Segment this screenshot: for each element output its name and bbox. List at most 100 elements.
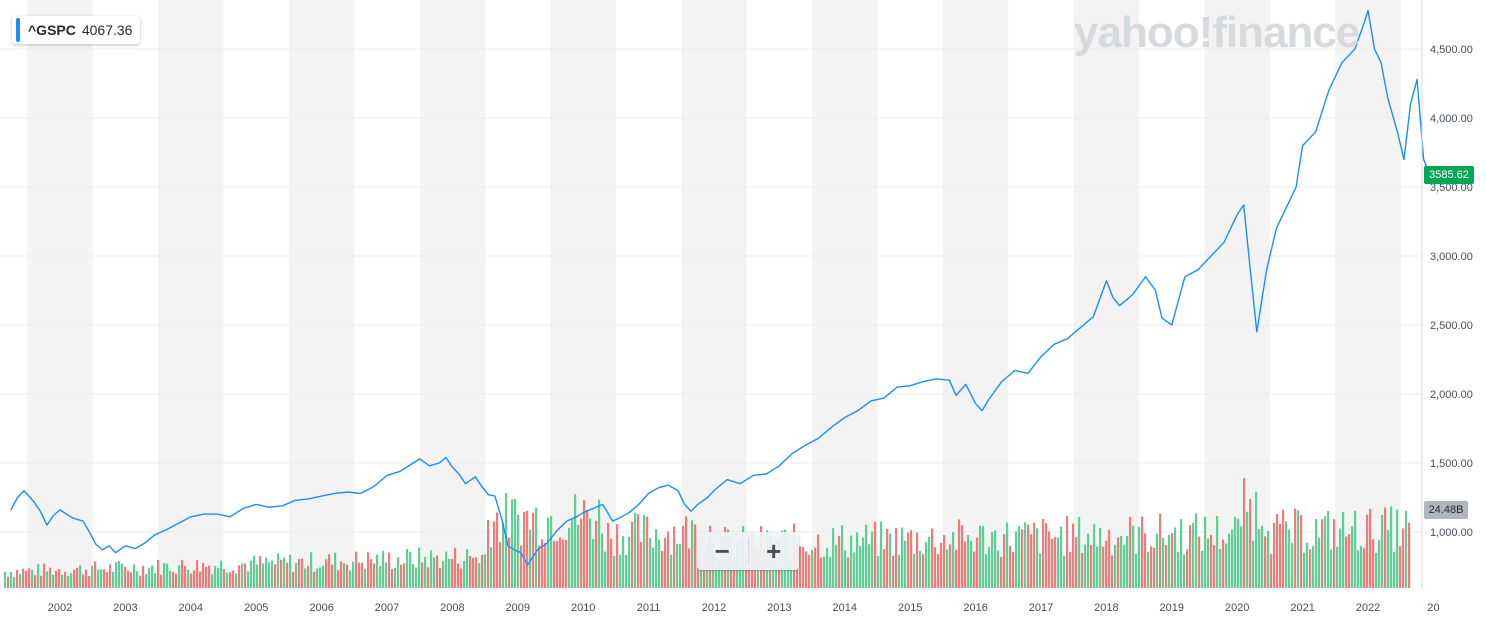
volume-bar xyxy=(1036,528,1039,588)
x-tick-label: 2003 xyxy=(113,602,137,614)
volume-bar xyxy=(1096,546,1099,588)
volume-bar xyxy=(127,570,130,588)
symbol-color-marker xyxy=(16,18,20,42)
volume-bar xyxy=(1087,533,1090,588)
volume-bar xyxy=(1318,537,1321,588)
volume-bar xyxy=(1312,546,1315,588)
volume-bar xyxy=(697,553,700,588)
volume-bar xyxy=(1192,523,1195,588)
volume-bar xyxy=(157,559,160,588)
volume-bar xyxy=(466,549,469,588)
volume-bar xyxy=(376,554,379,588)
volume-bar xyxy=(622,536,625,588)
volume-bar xyxy=(1381,514,1384,588)
volume-bar xyxy=(238,565,241,588)
x-tick-label: 2019 xyxy=(1160,602,1184,614)
volume-bar xyxy=(1063,555,1066,588)
volume-bar xyxy=(922,554,925,588)
volume-bar xyxy=(352,561,355,588)
volume-bar xyxy=(718,560,721,588)
year-band xyxy=(419,0,486,588)
volume-bar xyxy=(1099,527,1102,588)
zoom-separator xyxy=(747,538,749,564)
symbol-ticker: ^GSPC xyxy=(28,22,76,38)
volume-bar xyxy=(880,521,883,588)
volume-bars xyxy=(4,478,1411,588)
volume-bar xyxy=(73,569,76,588)
x-tick-label: 2008 xyxy=(440,602,464,614)
volume-bar xyxy=(1102,546,1105,588)
volume-bar xyxy=(397,557,400,588)
volume-bar xyxy=(1075,537,1078,588)
volume-bar xyxy=(394,567,397,588)
volume-bar xyxy=(1201,550,1204,588)
volume-bar xyxy=(28,568,31,588)
volume-bar xyxy=(343,563,346,588)
volume-bar xyxy=(1237,518,1240,588)
volume-bar xyxy=(994,530,997,588)
volume-bar xyxy=(832,528,835,588)
volume-bar xyxy=(70,573,73,588)
volume-bar xyxy=(1177,551,1180,588)
volume-bar xyxy=(235,573,238,588)
volume-bar xyxy=(664,537,667,588)
x-tick-label: 2017 xyxy=(1029,602,1053,614)
volume-bar xyxy=(685,516,688,588)
volume-bar xyxy=(148,567,151,588)
volume-bar xyxy=(595,520,598,588)
volume-bar xyxy=(670,554,673,588)
volume-bar xyxy=(682,525,685,588)
volume-bar xyxy=(1276,514,1279,588)
volume-bar xyxy=(1162,537,1165,588)
volume-bar xyxy=(433,557,436,588)
volume-bar xyxy=(562,539,565,588)
volume-bar xyxy=(589,518,592,588)
y-tick-label: 3,500.00 xyxy=(1430,182,1473,194)
volume-label: 24.48B xyxy=(1424,501,1468,519)
volume-bar xyxy=(1387,530,1390,588)
volume-bar xyxy=(370,559,373,588)
volume-bar xyxy=(1138,526,1141,588)
volume-bar xyxy=(1198,536,1201,588)
year-band xyxy=(681,0,747,588)
volume-bar xyxy=(247,571,250,588)
volume-bar xyxy=(1228,533,1231,588)
zoom-in-button[interactable]: + xyxy=(766,535,782,566)
volume-bar xyxy=(292,571,295,588)
volume-bar xyxy=(1351,526,1354,588)
volume-bar xyxy=(1057,537,1060,588)
volume-bar xyxy=(361,562,364,588)
volume-bar xyxy=(1141,516,1144,588)
volume-bar xyxy=(547,517,550,588)
volume-bar xyxy=(1072,523,1075,588)
volume-bar xyxy=(61,574,64,588)
volume-bar xyxy=(823,556,826,588)
volume-bar xyxy=(241,563,244,588)
volume-bar xyxy=(1315,519,1318,588)
volume-bar xyxy=(907,532,910,588)
volume-bar xyxy=(514,498,517,588)
volume-bar xyxy=(1042,518,1045,588)
volume-bar xyxy=(667,531,670,588)
volume-bar xyxy=(34,575,37,588)
y-tick-label: 3,000.00 xyxy=(1430,251,1473,263)
volume-bar xyxy=(508,537,511,588)
y-tick-label: 1,500.00 xyxy=(1430,458,1473,470)
symbol-badge[interactable]: ^GSPC 4067.36 xyxy=(12,16,141,44)
volume-bar xyxy=(1372,539,1375,588)
volume-bar xyxy=(691,520,694,588)
zoom-out-button[interactable]: − xyxy=(714,535,730,566)
volume-bar xyxy=(1282,509,1285,588)
x-tick-label: 2013 xyxy=(767,602,791,614)
volume-bar xyxy=(487,519,490,588)
volume-bar xyxy=(253,555,256,588)
volume-bar xyxy=(232,570,235,588)
volume-bar xyxy=(1363,548,1366,588)
volume-bar xyxy=(1060,526,1063,588)
volume-bar xyxy=(1117,537,1120,588)
volume-bar xyxy=(1219,548,1222,588)
volume-bar xyxy=(526,510,529,588)
volume-bar xyxy=(190,573,193,588)
volume-bar xyxy=(481,554,484,588)
